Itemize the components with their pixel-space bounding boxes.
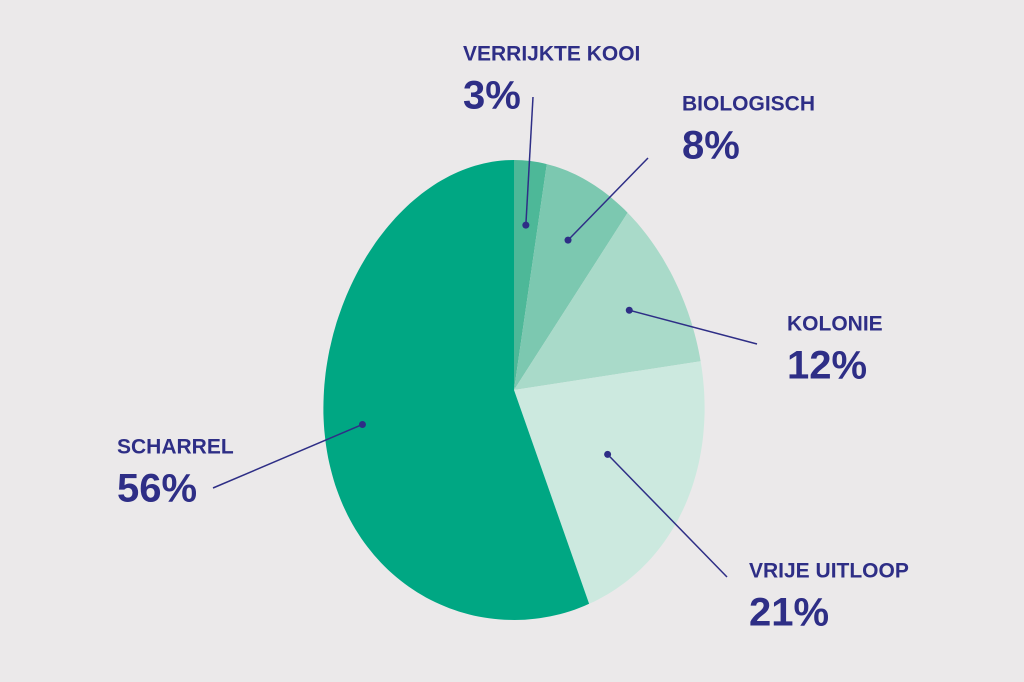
slice-value: 21% (749, 591, 829, 635)
leader-line (607, 453, 728, 578)
leader-dot (625, 306, 633, 314)
slice-value: 56% (117, 467, 197, 511)
pie-slice (514, 160, 547, 390)
leader-dot (604, 450, 612, 458)
leader-line (525, 96, 534, 226)
leader-line (567, 157, 649, 241)
slice-label: VRIJE UITLOOP (749, 560, 909, 583)
slice-value: 3% (463, 74, 521, 118)
slice-value: 12% (787, 344, 867, 388)
slice-label: KOLONIE (787, 313, 883, 336)
leader-dot (564, 236, 572, 244)
leader-line (629, 309, 758, 345)
leader-dot (358, 420, 366, 428)
leader-line (212, 423, 363, 489)
slice-label: BIOLOGISCH (682, 93, 815, 116)
pie-slice (323, 160, 590, 620)
pie-slice (514, 212, 701, 390)
pie-slice (514, 164, 628, 390)
leader-dot (522, 221, 530, 229)
pie-slice (514, 361, 705, 604)
slice-label: VERRIJKTE KOOI (463, 43, 640, 66)
slice-label: SCHARREL (117, 436, 234, 459)
slice-value: 8% (682, 124, 740, 168)
